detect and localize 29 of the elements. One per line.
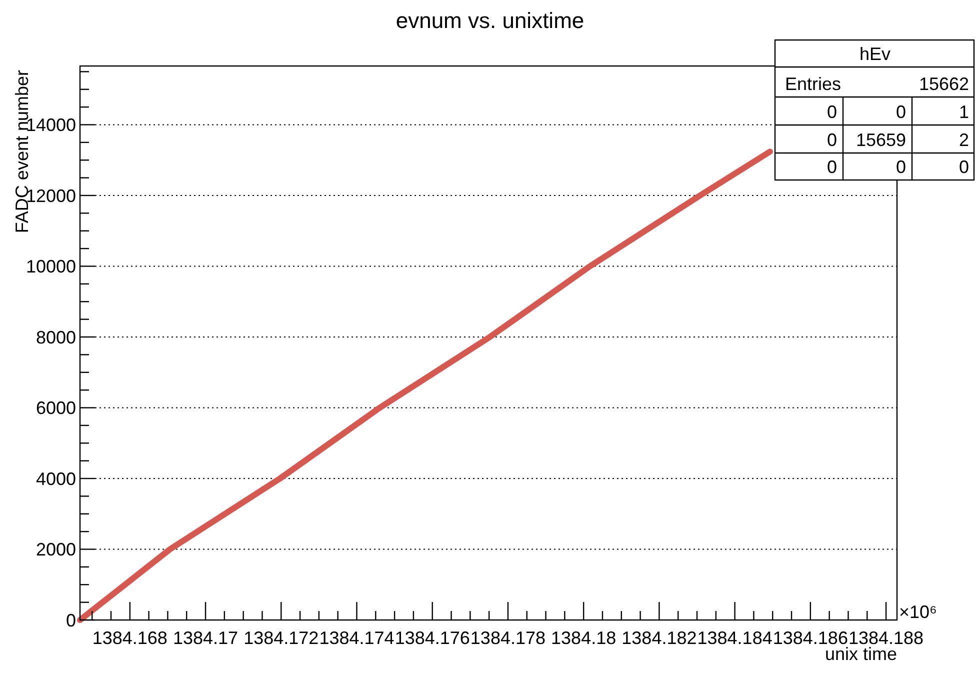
x-tick-label: 1384.176 <box>394 628 470 648</box>
x-tick-label: 1384.17 <box>172 628 238 648</box>
x-tick-label: 1384.174 <box>319 628 394 648</box>
text: ×10⁶ <box>899 602 937 622</box>
chart-title: evnum vs. unixtime <box>396 8 584 33</box>
text: 0 <box>958 157 969 177</box>
annotation: 0 <box>826 157 837 177</box>
y-tick-label: 0 <box>66 610 76 630</box>
x-tick-label: 1384.178 <box>470 628 546 648</box>
annotation: 15659 <box>856 130 906 150</box>
x-tick-label: 1384.18 <box>551 628 616 648</box>
annotation: 0 <box>826 130 837 150</box>
y-tick-label: 6000 <box>36 398 76 418</box>
text: 1 <box>958 102 969 122</box>
y-tick-label: 8000 <box>36 327 76 348</box>
annotation: 0 <box>826 102 837 122</box>
annotation: 0 <box>896 102 906 122</box>
text: 2 <box>958 130 969 150</box>
y-tick-label: 10000 <box>26 256 76 277</box>
text: 15662 <box>918 74 969 94</box>
text: hEv <box>859 44 891 64</box>
annotation: Entries <box>785 74 842 94</box>
x-tick-label: 1384.182 <box>622 628 697 648</box>
y-tick-label: 4000 <box>36 468 76 489</box>
x-tick-label: 1384.172 <box>244 628 319 648</box>
x-tick-label: 1384.184 <box>697 628 772 648</box>
x-tick-label: 1384.168 <box>92 628 168 648</box>
annotation: 0 <box>896 157 906 177</box>
y-tick-label: 2000 <box>36 540 76 560</box>
